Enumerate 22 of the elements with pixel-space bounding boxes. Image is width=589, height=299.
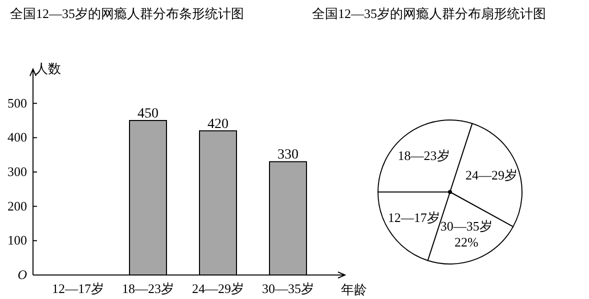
slice-label: 30—35岁 <box>440 218 492 234</box>
slice-label: 24—29岁 <box>466 168 518 183</box>
x-tick-label: 30—35岁 <box>262 281 314 296</box>
y-tick-label: 200 <box>8 198 27 214</box>
x-axis-title: 年龄 <box>341 282 367 297</box>
data-label: 450 <box>138 106 158 122</box>
x-tick-label: 12—17岁 <box>52 281 104 296</box>
data-label: 420 <box>208 116 228 132</box>
y-tick-label: 100 <box>8 232 27 248</box>
x-tick-label: 24—29岁 <box>192 281 244 296</box>
y-tick-label: 500 <box>8 95 27 110</box>
chart-title: 全国12—35岁的网瘾人群分布条形统计图 <box>10 6 244 21</box>
y-tick-label: 400 <box>8 130 27 145</box>
y-axis-title: 人数 <box>35 61 61 76</box>
slice-label: 18—23岁 <box>398 148 450 163</box>
y-tick-label: O <box>18 267 28 282</box>
data-label: 22% <box>454 234 479 250</box>
x-tick-label: 18—23岁 <box>122 281 174 296</box>
y-tick-label: 300 <box>8 164 27 179</box>
data-label: 330 <box>278 148 298 163</box>
slice-label: 12—17岁 <box>388 210 440 226</box>
chart-title: 全国12—35岁的网瘾人群分布扇形统计图 <box>312 6 546 21</box>
